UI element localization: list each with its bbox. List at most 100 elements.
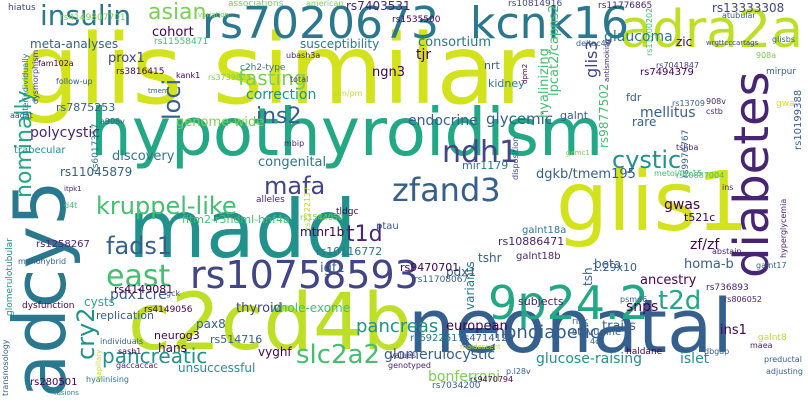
word-galnt18a: galnt18a xyxy=(522,225,567,236)
word-prox1: prox1 xyxy=(108,51,145,66)
word-snps: snps xyxy=(626,299,659,315)
word-ptau: ptau xyxy=(376,221,399,232)
word-glomerulotubular: glomerulotubular xyxy=(5,238,15,316)
word-d4t: d4t xyxy=(64,201,78,210)
word-associations: associations xyxy=(228,0,284,9)
word-rs10199388: rs10199388 xyxy=(793,89,804,150)
word-european: european xyxy=(446,319,508,334)
word-psmd6: psmd6 xyxy=(620,295,648,304)
word-genotyped: genotyped xyxy=(388,361,431,370)
word-subjects: subjects xyxy=(518,295,564,308)
word-c2h2-type: c2h2-type xyxy=(240,63,286,73)
word-galnt9: galnt8 xyxy=(758,333,787,343)
word-hyperglycemia: hyperglycemia xyxy=(779,198,788,258)
word-polycystic: polycystic xyxy=(30,125,100,141)
word-traits: traits xyxy=(602,319,636,334)
word-east: east xyxy=(106,259,171,294)
word-disposition: disposition xyxy=(511,136,520,180)
word-hypothyroidism: hypothyroidism xyxy=(90,94,604,171)
word-glaucoma: glaucoma xyxy=(604,29,673,45)
word-zf-zf: zf/zf xyxy=(690,237,720,253)
word-beta: beta xyxy=(594,257,622,271)
word-pancreas: pancreas xyxy=(356,316,439,337)
word-madd: madd xyxy=(128,183,357,276)
word-glycemic: glycemic xyxy=(486,110,554,128)
word-908a: 908a xyxy=(756,51,777,60)
word-transnosology: transnosology xyxy=(1,339,10,396)
word-kank1: kank1 xyxy=(176,71,201,80)
word-homa-b: homa-b xyxy=(684,257,734,272)
word-galnt18b: galnt18b xyxy=(516,251,561,262)
word-mtnr1b: mtnr1b xyxy=(300,225,345,239)
word-dysmorphism: dysmorphism xyxy=(31,49,40,104)
word-adra2a: adra2a xyxy=(620,0,804,60)
word-galnt: galnt xyxy=(560,109,589,122)
word-cohort: cohort xyxy=(152,25,194,40)
word-zfand3: zfand3 xyxy=(392,171,501,209)
word-pdx1: pdx1 xyxy=(446,265,476,279)
word-neurog3: neurog3 xyxy=(154,329,200,342)
word-glisbs: glisbs xyxy=(772,35,795,44)
word-neonatal: neonatal xyxy=(408,284,733,370)
word-hiatus: hiatus xyxy=(8,3,36,13)
word-tshr: tshr xyxy=(478,251,502,265)
word-rs7494379: rs7494379 xyxy=(640,67,694,78)
word-variants: variants xyxy=(463,261,477,310)
word-rs1544050: rs1544050 xyxy=(300,213,344,222)
word-endocrine: endocrine xyxy=(408,113,478,129)
word-glucose-raising: glucose-raising xyxy=(536,351,643,367)
word-cystic: cystic xyxy=(612,146,682,174)
word-glomerulocystic: glomerulocystic xyxy=(384,347,496,363)
word-maea: maea xyxy=(750,341,773,350)
word-gemc1: gemc1 xyxy=(566,149,590,157)
word-rs9877502: rs9877502 xyxy=(597,83,611,148)
word-p-l28v: p.l28v xyxy=(506,367,531,376)
word-rs11708067: rs11708067 xyxy=(414,275,469,285)
word-rs7041847: rs7041847 xyxy=(656,61,700,70)
word-monohybrid: monohybrid xyxy=(18,257,67,266)
word-mafa: mafa xyxy=(264,172,326,200)
word-follow-up: follow-up xyxy=(56,77,93,86)
word-lpcat2-capns2: lpcat2/capns2 xyxy=(547,4,562,96)
word-kidney: kidney xyxy=(488,77,525,90)
word-risk: risk xyxy=(572,317,589,327)
word-fusions: fusions xyxy=(54,389,79,397)
word-individuals: individuals xyxy=(100,337,143,346)
word-nondiabetic: nondiabetic xyxy=(494,322,600,343)
word-zic: zic xyxy=(676,35,693,49)
word-rs11558471: rs11558471 xyxy=(154,37,209,47)
word-loci: loci xyxy=(158,78,186,120)
word-rs13333308: rs13333308 xyxy=(712,1,785,15)
word-meta-analyses: meta-analyses xyxy=(30,37,119,51)
word-rs10814916: rs10814916 xyxy=(508,0,563,9)
word-pax8: pax8 xyxy=(196,317,226,331)
word-insulin: insulin xyxy=(40,0,132,32)
word-adjusting: adjusting xyxy=(766,367,803,376)
word-rs806052: rs806052 xyxy=(724,295,762,304)
word-congenital: congenital xyxy=(258,155,327,170)
word-rs10887004: rs10887004 xyxy=(676,171,725,180)
word-maldescent: maldescent xyxy=(460,343,501,351)
word-total: total xyxy=(290,75,309,84)
word-rs4714120: rs4714120 xyxy=(460,333,514,344)
word-dbgap: dbgap xyxy=(704,347,730,356)
word-mir1179: mir1179 xyxy=(462,159,509,172)
word-fasting: fasting xyxy=(238,66,307,90)
word-ins2: ins2 xyxy=(256,104,302,129)
word-glis-similar: glis similar xyxy=(18,14,535,126)
word-cstb: cstb xyxy=(706,107,723,116)
word-rs4149807701: rs4149807701 xyxy=(60,13,126,23)
word-ubash3a: ubash3a xyxy=(286,51,321,60)
word-rs6922617: rs6922617 xyxy=(410,333,464,344)
word-mellitus: mellitus xyxy=(640,105,696,121)
word-c2cd4b: c2cd4b xyxy=(128,278,413,368)
word-abstain: abstain xyxy=(712,247,742,256)
word-metol: metol/fax15 xyxy=(654,169,703,178)
word-aadat: aadat xyxy=(10,111,33,120)
word-ins1: ins1 xyxy=(720,323,747,338)
word-rs3739823: rs3739823 xyxy=(208,73,252,82)
word-ins: ins xyxy=(722,183,734,192)
word-nrt: nrt xyxy=(484,59,500,72)
word-fitm2: fitm2-r3hdml-hnf4a xyxy=(182,213,290,226)
